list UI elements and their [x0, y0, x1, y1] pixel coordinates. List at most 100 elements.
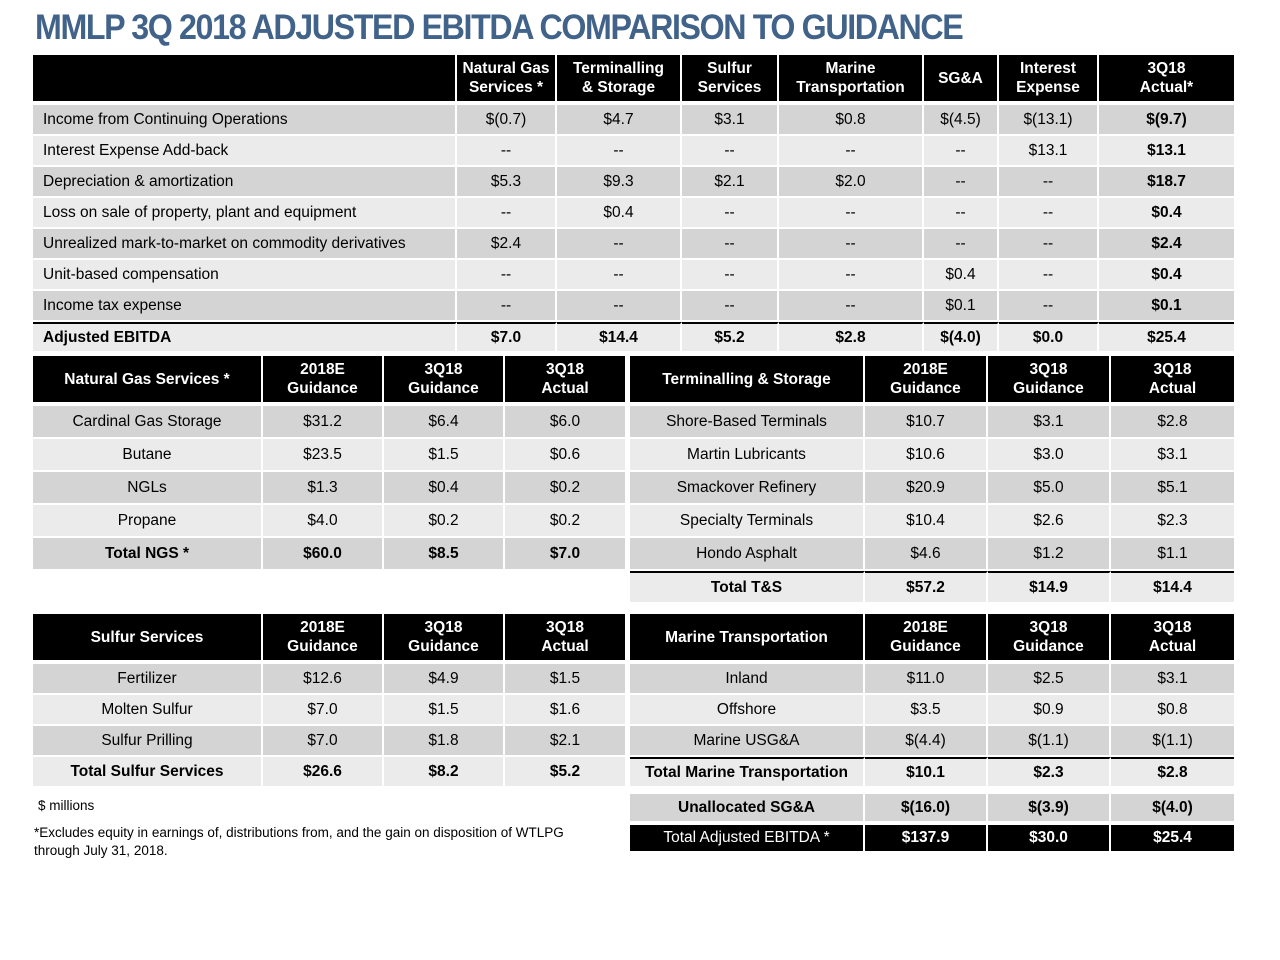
table-row: Marine USG&A $(4.4) $(1.1) $(1.1): [630, 726, 1234, 757]
sulfur-title: Sulfur Services: [33, 614, 263, 660]
header-2018e: 2018E Guidance: [263, 614, 384, 660]
cell: $7.0: [263, 695, 384, 726]
total-row: Total Sulfur Services $26.6 $8.2 $5.2: [33, 757, 625, 788]
cell: $(4.4): [865, 726, 988, 757]
cell: $13.1: [999, 136, 1099, 167]
cell: $2.4: [1099, 229, 1234, 260]
row-label: Molten Sulfur: [33, 695, 263, 726]
cell: $14.4: [557, 322, 682, 353]
row-label: Unit-based compensation: [33, 260, 457, 291]
cell: $20.9: [865, 472, 988, 505]
cell: $2.1: [682, 167, 779, 198]
row-label: Total Sulfur Services: [33, 757, 263, 788]
cell: $0.4: [1099, 198, 1234, 229]
cell: $0.1: [1099, 291, 1234, 322]
table-row: Sulfur Prilling $7.0 $1.8 $2.1: [33, 726, 625, 757]
cell: $2.8: [779, 322, 924, 353]
header-sga: SG&A: [924, 55, 999, 101]
table-row: Unrealized mark-to-market on commodity d…: [33, 229, 1234, 260]
header-marine: Marine Transportation: [779, 55, 924, 101]
cell: $10.4: [865, 505, 988, 538]
cell: $6.0: [505, 406, 625, 439]
cell: --: [682, 291, 779, 322]
row-label: Shore-Based Terminals: [630, 406, 865, 439]
cell: $3.1: [1111, 439, 1234, 472]
row-label: Total Marine Transportation: [630, 757, 865, 788]
cell: $3.1: [1111, 664, 1234, 695]
header-2018e: 2018E Guidance: [865, 356, 988, 402]
table-row: Specialty Terminals $10.4 $2.6 $2.3: [630, 505, 1234, 538]
cell: --: [557, 136, 682, 167]
cell: --: [924, 198, 999, 229]
table-row: Propane $4.0 $0.2 $0.2: [33, 505, 625, 538]
header-3q18-actual: 3Q18 Actual: [1111, 356, 1234, 402]
cell: $60.0: [263, 538, 384, 571]
cell: --: [682, 198, 779, 229]
cell: $5.2: [682, 322, 779, 353]
cell: $2.0: [779, 167, 924, 198]
marine-transportation-table: Marine Transportation 2018E Guidance 3Q1…: [630, 614, 1234, 788]
cell: $10.1: [865, 757, 988, 788]
cell: --: [682, 136, 779, 167]
cell: $1.5: [505, 664, 625, 695]
table-row: Loss on sale of property, plant and equi…: [33, 198, 1234, 229]
cell: $4.7: [557, 105, 682, 136]
cell: $1.2: [988, 538, 1111, 571]
cell: $7.0: [457, 322, 557, 353]
row-label: Marine USG&A: [630, 726, 865, 757]
cell: $(9.7): [1099, 105, 1234, 136]
cell: $2.8: [1111, 757, 1234, 788]
cell: $(4.5): [924, 105, 999, 136]
row-label: Smackover Refinery: [630, 472, 865, 505]
table-row: Martin Lubricants $10.6 $3.0 $3.1: [630, 439, 1234, 472]
cell: $13.1: [1099, 136, 1234, 167]
terminalling-storage-table: Terminalling & Storage 2018E Guidance 3Q…: [630, 356, 1234, 604]
sulfur-services-table: Sulfur Services 2018E Guidance 3Q18 Guid…: [33, 614, 625, 788]
table-row: Shore-Based Terminals $10.7 $3.1 $2.8: [630, 406, 1234, 439]
cell: $0.4: [1099, 260, 1234, 291]
row-label: Unallocated SG&A: [630, 794, 865, 823]
ngs-title: Natural Gas Services *: [33, 356, 263, 402]
cell: --: [779, 291, 924, 322]
cell: --: [999, 260, 1099, 291]
table-row: Income from Continuing Operations $(0.7) $…: [33, 105, 1234, 136]
cell: $6.4: [384, 406, 505, 439]
cell: $1.1: [1111, 538, 1234, 571]
cell: $1.5: [384, 695, 505, 726]
cell: --: [557, 260, 682, 291]
cell: $3.1: [682, 105, 779, 136]
cell: $4.0: [263, 505, 384, 538]
marine-header-row: Marine Transportation 2018E Guidance 3Q1…: [630, 614, 1234, 660]
total-adjusted-ebitda-row: Total Adjusted EBITDA * $137.9 $30.0 $25…: [630, 825, 1234, 853]
table-row: Offshore $3.5 $0.9 $0.8: [630, 695, 1234, 726]
cell: --: [682, 229, 779, 260]
marine-title: Marine Transportation: [630, 614, 865, 660]
cell: $4.9: [384, 664, 505, 695]
header-3q18-guidance: 3Q18 Guidance: [988, 614, 1111, 660]
cell: $9.3: [557, 167, 682, 198]
units-note: $ millions: [38, 798, 95, 813]
row-label: Specialty Terminals: [630, 505, 865, 538]
row-label: Butane: [33, 439, 263, 472]
total-row: Total Marine Transportation $10.1 $2.3 $2.8: [630, 757, 1234, 788]
header-sulfur: Sulfur Services: [682, 55, 779, 101]
adjusted-ebitda-table: Natural Gas Services * Terminalling & St…: [33, 55, 1234, 353]
cell: $4.6: [865, 538, 988, 571]
row-label: Total NGS *: [33, 538, 263, 571]
total-row: Adjusted EBITDA $7.0 $14.4 $5.2 $2.8 $(4.0) $0…: [33, 322, 1234, 353]
cell: $0.9: [988, 695, 1111, 726]
cell: --: [457, 260, 557, 291]
cell: $2.8: [1111, 406, 1234, 439]
row-label: Interest Expense Add-back: [33, 136, 457, 167]
table-row: Inland $11.0 $2.5 $3.1: [630, 664, 1234, 695]
cell: $1.8: [384, 726, 505, 757]
cell: $3.5: [865, 695, 988, 726]
sulfur-header-row: Sulfur Services 2018E Guidance 3Q18 Guid…: [33, 614, 625, 660]
cell: --: [457, 198, 557, 229]
total-row: Total NGS * $60.0 $8.5 $7.0: [33, 538, 625, 571]
table-row: Depreciation & amortization $5.3 $9.3 $2.1 $…: [33, 167, 1234, 198]
cell: $26.6: [263, 757, 384, 788]
table-row: Molten Sulfur $7.0 $1.5 $1.6: [33, 695, 625, 726]
cell: $(1.1): [1111, 726, 1234, 757]
cell: $30.0: [988, 825, 1111, 853]
